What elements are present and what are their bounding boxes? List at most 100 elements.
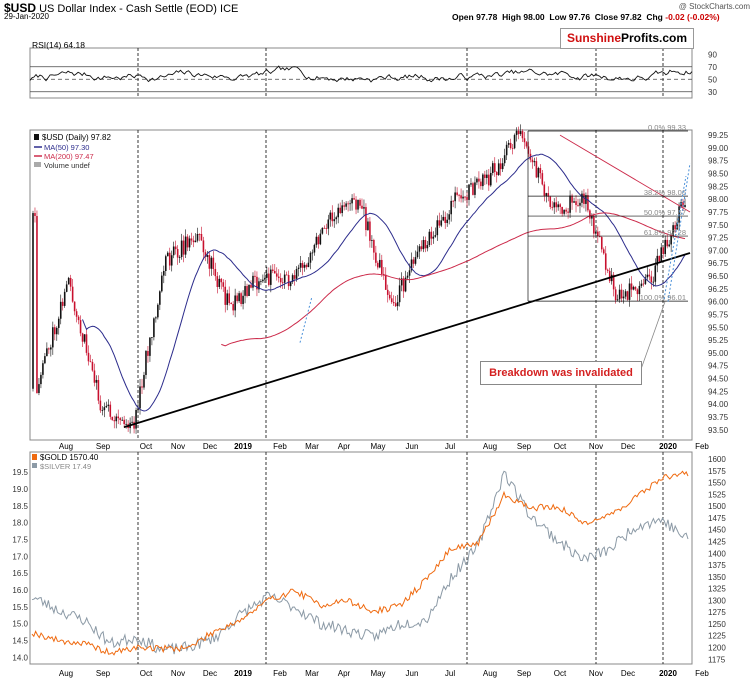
usd-candle-body	[281, 282, 284, 284]
usd-candle-body	[295, 269, 298, 279]
usd-candle-body	[107, 404, 110, 406]
usd-candle-body	[268, 273, 270, 285]
usd-candle-body	[232, 304, 234, 311]
metals-x-tick-label: Sep	[517, 669, 532, 678]
usd-candle-body	[402, 278, 405, 292]
usd-candle-body	[507, 142, 510, 145]
usd-candle-body	[521, 131, 524, 139]
usd-candle-body	[587, 195, 589, 211]
usd-candle-body	[226, 293, 229, 305]
usd-candle-body	[577, 205, 579, 206]
usd-candle-body	[379, 259, 381, 268]
usd-candle-body	[266, 273, 268, 278]
usd-candle-body	[468, 184, 470, 200]
usd-candle-body	[57, 318, 60, 328]
usd-candle-body	[313, 244, 316, 253]
usd-candle-body	[583, 193, 585, 204]
usd-candle-body	[133, 421, 135, 429]
usd-candle-body	[252, 275, 254, 288]
usd-candle-body	[495, 172, 498, 176]
usd-tick-label: 97.75	[708, 208, 729, 217]
usd-candle-body	[456, 192, 458, 195]
usd-tick-label: 93.75	[708, 413, 729, 422]
silver-tick-label: 18.0	[12, 519, 28, 528]
usd-candle-body	[466, 196, 468, 200]
silver-legend-label: $SILVER 17.49	[40, 462, 91, 471]
usd-tick-label: 98.25	[708, 182, 729, 191]
usd-candle-body	[599, 236, 601, 238]
change-value: -0.02 (-0.02%)	[665, 12, 720, 22]
usd-x-tick-label: May	[370, 442, 385, 451]
usd-candle-body	[501, 163, 504, 170]
usd-candle-body	[636, 289, 639, 295]
usd-candle-body	[149, 337, 151, 356]
usd-candle-body	[36, 216, 38, 393]
usd-candle-body	[388, 294, 391, 299]
usd-candle-body	[567, 211, 569, 213]
silver-tick-label: 19.0	[12, 485, 28, 494]
usd-candle-body	[176, 249, 179, 258]
rally-line-2	[663, 176, 687, 300]
rsi-tick-label: 70	[708, 63, 717, 72]
usd-candle-body	[303, 264, 306, 268]
usd-candle-body	[660, 247, 663, 262]
rsi-tick-label: 90	[708, 50, 717, 59]
usd-candle-body	[289, 281, 292, 287]
usd-candle-body	[75, 311, 78, 317]
usd-candle-body	[527, 146, 530, 154]
usd-candle-body	[410, 259, 413, 271]
usd-candle-body	[484, 174, 486, 178]
usd-candle-body	[143, 374, 145, 388]
usd-tick-label: 94.25	[708, 387, 729, 396]
usd-candle-body	[194, 240, 197, 243]
usd-candle-body	[682, 201, 684, 208]
usd-candle-body	[450, 200, 452, 215]
usd-tick-label: 95.75	[708, 310, 729, 319]
usd-candle-body	[117, 416, 120, 419]
usd-candle-body	[480, 181, 482, 187]
usd-candle-body	[462, 196, 464, 199]
resistance-trendline	[559, 134, 691, 213]
usd-candle-body	[604, 253, 607, 270]
usd-candle-body	[349, 203, 351, 205]
gold-tick-label: 1200	[708, 644, 726, 653]
usd-x-tick-label: Aug	[483, 442, 497, 451]
usd-candle-body	[644, 277, 647, 284]
rsi-tick-label: 30	[708, 88, 717, 97]
usd-candle-body	[563, 209, 565, 214]
usd-candle-body	[236, 295, 238, 302]
usd-candle-body	[408, 270, 411, 276]
usd-candle-body	[155, 317, 157, 319]
usd-candle-body	[283, 274, 286, 283]
usd-candle-body	[422, 239, 425, 250]
gold-legend-label: $GOLD 1570.40	[40, 453, 99, 462]
usd-candle-body	[369, 221, 371, 241]
usd-candle-body	[440, 220, 443, 226]
usd-candle-body	[666, 239, 668, 247]
usd-candle-body	[323, 227, 326, 229]
usd-candle-body	[139, 386, 141, 409]
usd-x-tick-label: 2019	[234, 442, 252, 451]
metals-x-tick-label: Feb	[273, 669, 287, 678]
usd-candle-body	[638, 285, 641, 295]
usd-tick-label: 94.50	[708, 375, 729, 384]
usd-candle-body	[182, 240, 185, 255]
usd-candle-body	[367, 221, 369, 231]
usd-candle-body	[628, 283, 631, 300]
usd-x-tick-label: Dec	[203, 442, 217, 451]
usd-tick-label: 94.75	[708, 362, 729, 371]
usd-candle-body	[412, 259, 415, 264]
usd-candle-body	[656, 255, 659, 266]
usd-candle-body	[279, 278, 282, 283]
metals-legend: $GOLD 1570.40$SILVER 17.49	[32, 453, 99, 471]
usd-candle-body	[454, 192, 456, 202]
usd-candle-body	[305, 264, 308, 268]
usd-candle-body	[630, 283, 633, 290]
usd-candle-body	[172, 246, 175, 256]
usd-candle-body	[361, 205, 363, 209]
usd-candle-body	[430, 231, 433, 239]
usd-candle-body	[216, 276, 219, 287]
usd-candle-body	[503, 155, 506, 164]
usd-candle-body	[384, 274, 387, 290]
usd-candle-body	[54, 327, 56, 335]
